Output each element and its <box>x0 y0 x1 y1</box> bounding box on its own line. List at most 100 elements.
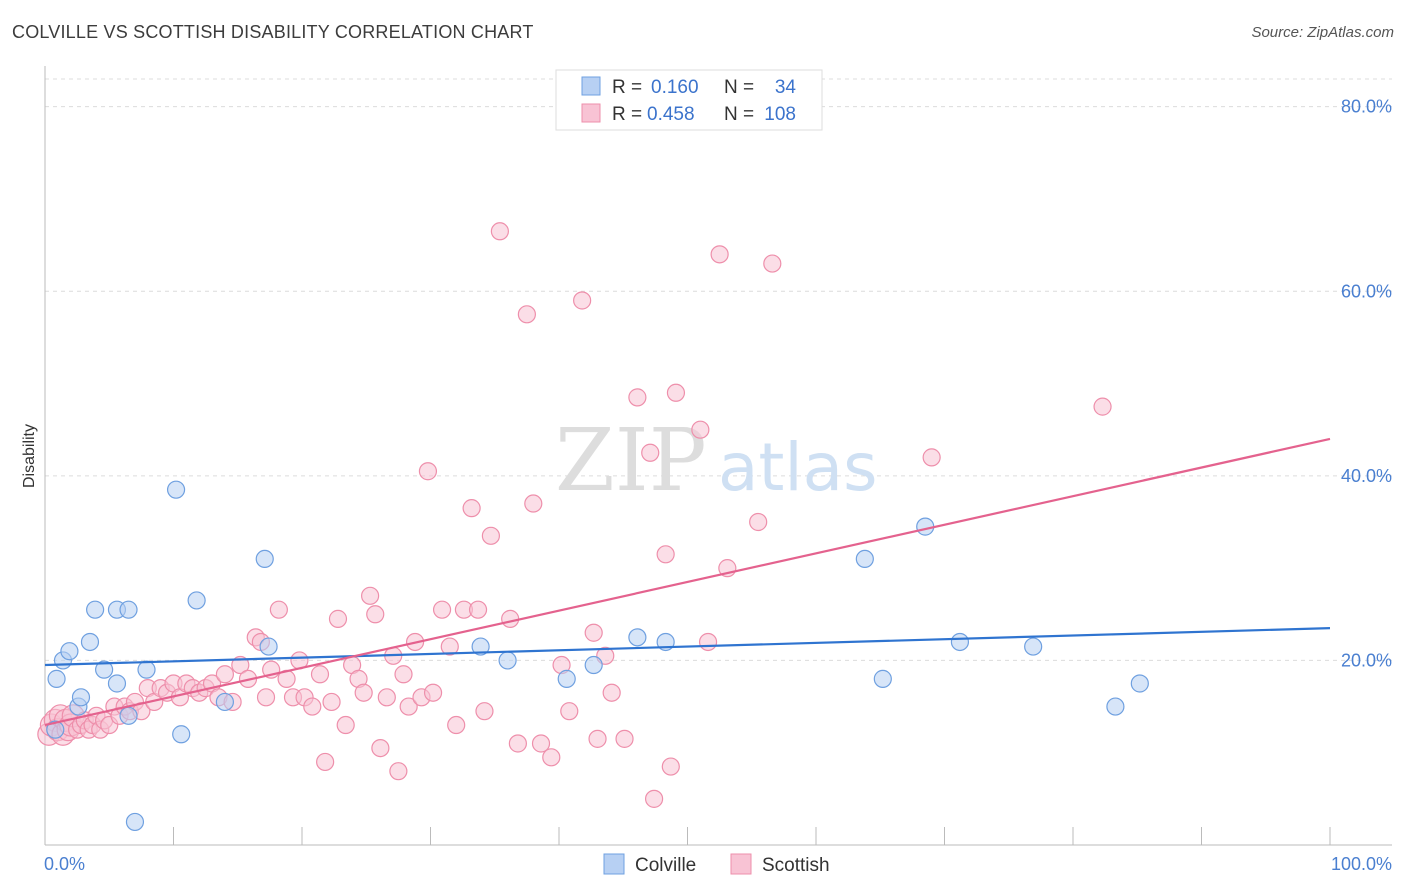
y-tick-labels: 20.0% 40.0% 60.0% 80.0% <box>1341 97 1392 671</box>
scottish-point-54 <box>328 609 348 628</box>
chart-source: Source: ZipAtlas.com <box>1251 24 1394 41</box>
scottish-point-78 <box>481 526 500 545</box>
scottish-point-70 <box>423 683 443 702</box>
scottish-point-95 <box>641 443 660 462</box>
colville-point-12 <box>119 600 138 619</box>
scottish-point-73 <box>447 715 466 735</box>
scottish-point-100 <box>691 420 710 439</box>
scottish-point-52 <box>316 752 335 772</box>
trend-layer <box>44 437 1331 727</box>
y-tick-label-0: 20.0% <box>1341 650 1392 670</box>
colville-point-19 <box>255 549 274 569</box>
legend-n-scottish: 108 <box>764 104 796 125</box>
colville-point-21 <box>471 637 490 656</box>
colville-point-7 <box>86 600 105 619</box>
colville-point-13 <box>125 812 145 832</box>
legend-series: Colville Scottish <box>603 853 830 876</box>
colville-point-17 <box>187 591 206 610</box>
scottish-point-75 <box>462 499 481 518</box>
scottish-point-59 <box>361 586 380 605</box>
x-tick-label-min: 0.0% <box>44 854 85 874</box>
legend-r-label: R = <box>612 104 642 125</box>
scottish-point-50 <box>303 697 322 716</box>
legend-n-colville: 34 <box>775 77 797 98</box>
legend-n-label: N = <box>724 77 754 98</box>
bottom-legend-label-scottish: Scottish <box>762 855 830 876</box>
scottish-point-97 <box>656 545 675 564</box>
scottish-point-106 <box>922 448 941 467</box>
scottish-point-53 <box>322 692 341 712</box>
scottish-point-92 <box>602 683 621 702</box>
scottish-point-87 <box>560 702 579 721</box>
colville-point-10 <box>107 674 127 693</box>
watermark-zip: ZIP <box>555 411 707 511</box>
scottish-point-105 <box>763 254 782 273</box>
colville-trend-line <box>44 627 1331 667</box>
scottish-point-65 <box>394 665 413 684</box>
colville-point-23 <box>557 669 576 688</box>
scottish-point-58 <box>354 683 373 702</box>
scottish-point-60 <box>366 605 385 624</box>
scottish-point-84 <box>531 734 551 753</box>
chart-title: COLVILLE VS SCOTTISH DISABILITY CORRELAT… <box>12 22 534 42</box>
colville-point-32 <box>1106 697 1125 716</box>
scottish-point-102 <box>710 245 729 264</box>
colville-point-27 <box>855 549 874 569</box>
y-tick-label-3: 80.0% <box>1341 97 1392 117</box>
colville-point-1 <box>47 669 66 688</box>
scottish-point-90 <box>588 729 607 748</box>
legend-stats: R = 0.160 N = 34 R = 0.458 N = 108 <box>555 69 823 131</box>
colville-point-25 <box>628 628 647 647</box>
points-layer <box>37 222 1149 832</box>
colville-point-15 <box>166 480 186 499</box>
colville-point-14 <box>137 660 156 679</box>
scottish-point-104 <box>749 512 768 532</box>
scottish-point-76 <box>468 600 488 619</box>
colville-point-24 <box>584 655 603 675</box>
scottish-point-96 <box>644 789 664 808</box>
grid-layer <box>45 78 1392 661</box>
scottish-point-88 <box>573 291 592 310</box>
scottish-point-101 <box>698 632 718 652</box>
scottish-point-55 <box>336 715 355 735</box>
scottish-point-62 <box>377 688 396 707</box>
y-axis-label: Disability <box>21 424 38 488</box>
legend-r-colville: 0.160 <box>651 77 699 98</box>
scottish-point-107 <box>1093 397 1112 416</box>
watermark: ZIP atlas <box>555 411 878 511</box>
colville-point-31 <box>1024 637 1043 656</box>
scottish-point-83 <box>524 494 543 513</box>
watermark-atlas: atlas <box>718 429 878 506</box>
scottish-point-81 <box>508 734 527 753</box>
scottish-point-93 <box>615 729 634 748</box>
scottish-point-72 <box>440 637 459 656</box>
colville-point-33 <box>1130 674 1149 693</box>
colville-point-3 <box>60 642 79 661</box>
bottom-legend-label-colville: Colville <box>635 855 696 876</box>
scottish-point-99 <box>666 383 686 402</box>
scottish-point-98 <box>661 757 680 776</box>
scottish-point-82 <box>517 305 536 324</box>
colville-point-30 <box>950 632 970 652</box>
colville-point-11 <box>119 706 138 725</box>
scottish-point-85 <box>542 748 561 767</box>
legend-swatch-scottish <box>581 103 601 123</box>
y-tick-label-1: 40.0% <box>1341 466 1392 486</box>
scottish-trend-line <box>44 437 1331 727</box>
scottish-point-80 <box>501 609 520 628</box>
colville-point-0 <box>46 720 65 739</box>
legend-r-label: R = <box>612 77 642 98</box>
scottish-point-79 <box>490 222 509 241</box>
colville-point-28 <box>873 669 892 688</box>
colville-point-20 <box>259 637 278 656</box>
scottish-point-66 <box>399 697 418 716</box>
scottish-point-61 <box>371 738 390 758</box>
bottom-legend-swatch-scottish <box>730 853 752 875</box>
scottish-point-37 <box>215 665 234 684</box>
scottish-point-71 <box>432 600 452 619</box>
legend-n-label: N = <box>724 104 754 125</box>
colville-point-6 <box>80 632 100 652</box>
bottom-legend-swatch-colville <box>603 853 625 875</box>
colville-point-5 <box>71 688 91 707</box>
